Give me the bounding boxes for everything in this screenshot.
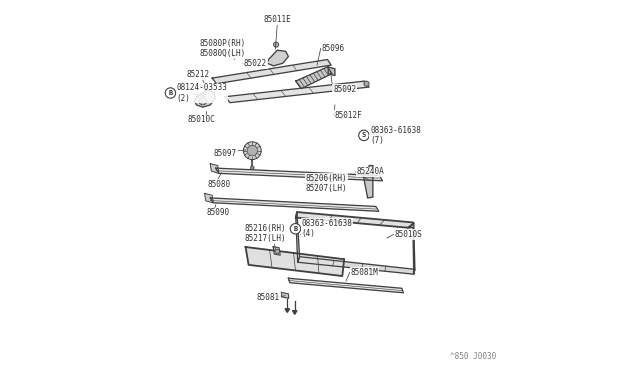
- Text: 85010S: 85010S: [394, 230, 422, 239]
- Text: 85212: 85212: [186, 70, 209, 79]
- Text: 85080P(RH)
85080Q(LH): 85080P(RH) 85080Q(LH): [199, 39, 245, 58]
- Circle shape: [199, 97, 207, 105]
- Text: 85011E: 85011E: [263, 15, 291, 24]
- Circle shape: [364, 81, 369, 86]
- Circle shape: [275, 249, 280, 254]
- Polygon shape: [205, 193, 213, 203]
- Text: 85080: 85080: [207, 180, 231, 189]
- Polygon shape: [296, 212, 413, 228]
- Polygon shape: [408, 223, 415, 274]
- Text: 85090: 85090: [206, 208, 229, 217]
- Polygon shape: [296, 67, 332, 89]
- Text: 85081: 85081: [257, 293, 280, 302]
- Circle shape: [358, 130, 369, 141]
- Text: 85206(RH)
85207(LH): 85206(RH) 85207(LH): [306, 174, 348, 193]
- Polygon shape: [212, 60, 331, 84]
- Text: 85216(RH)
85217(LH): 85216(RH) 85217(LH): [245, 224, 287, 243]
- Text: 85081M: 85081M: [351, 268, 378, 277]
- Circle shape: [165, 88, 175, 98]
- Text: 08124-03533
(2): 08124-03533 (2): [177, 83, 228, 103]
- Polygon shape: [267, 50, 289, 66]
- Text: S: S: [362, 132, 366, 138]
- Text: B: B: [168, 90, 173, 96]
- Text: 85010C: 85010C: [188, 115, 216, 124]
- Polygon shape: [246, 247, 344, 276]
- Text: 08363-61638
(4): 08363-61638 (4): [302, 219, 353, 238]
- Text: 08363-61638
(7): 08363-61638 (7): [370, 126, 421, 145]
- Text: B: B: [293, 226, 298, 232]
- Circle shape: [313, 182, 317, 187]
- Polygon shape: [285, 309, 289, 312]
- Text: 85092: 85092: [333, 85, 356, 94]
- Polygon shape: [364, 166, 373, 198]
- Polygon shape: [289, 278, 403, 293]
- Text: 85022: 85022: [244, 59, 267, 68]
- Circle shape: [273, 42, 278, 47]
- Text: 85096: 85096: [322, 44, 345, 53]
- Polygon shape: [328, 67, 335, 76]
- Circle shape: [247, 145, 257, 156]
- Circle shape: [243, 142, 261, 160]
- Circle shape: [291, 224, 301, 234]
- Circle shape: [250, 166, 254, 170]
- Text: 85012F: 85012F: [335, 111, 363, 120]
- Text: 85240A: 85240A: [356, 167, 384, 176]
- Polygon shape: [281, 292, 289, 298]
- Polygon shape: [312, 180, 318, 188]
- Polygon shape: [298, 257, 415, 274]
- Polygon shape: [296, 212, 300, 262]
- Polygon shape: [195, 90, 215, 107]
- Text: 85097: 85097: [214, 149, 237, 158]
- Polygon shape: [211, 198, 379, 211]
- Polygon shape: [273, 247, 280, 255]
- Polygon shape: [211, 164, 219, 173]
- Polygon shape: [225, 81, 369, 103]
- Polygon shape: [292, 311, 297, 314]
- Text: ^850 J0030: ^850 J0030: [451, 352, 497, 361]
- Polygon shape: [216, 168, 383, 181]
